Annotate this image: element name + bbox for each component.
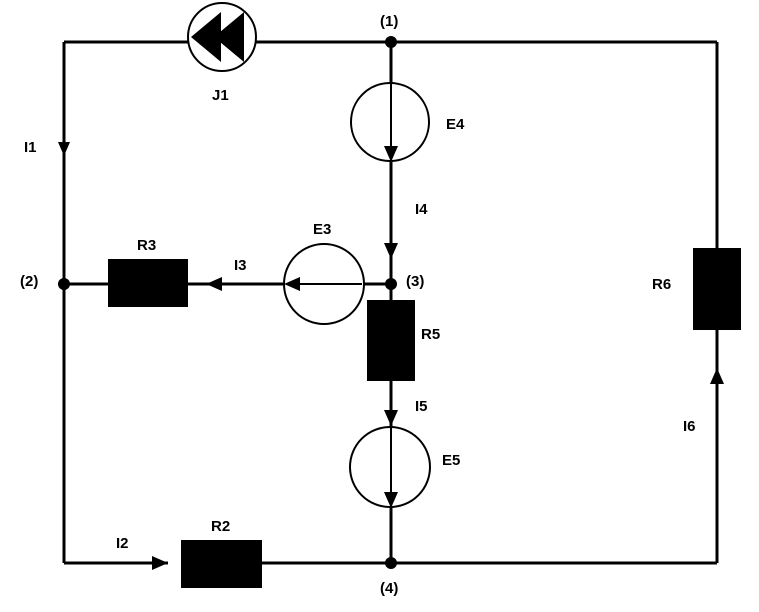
node-1-label: (1) [380,13,398,30]
arrow-i3 [206,277,222,291]
r6-label: R6 [652,276,671,293]
node-3 [385,278,397,290]
i3-label: I3 [234,257,247,274]
j1-arrow-right [214,12,244,62]
r2-label: R2 [211,518,230,535]
i5-label: I5 [415,398,428,415]
i6-label: I6 [683,418,696,435]
arrow-i6 [710,368,724,384]
node-3-label: (3) [406,273,424,290]
e5-label: E5 [442,452,460,469]
resistor-r5 [367,300,415,381]
e4-arrow-head [384,146,398,162]
voltage-source-e5 [349,426,431,508]
node-2-label: (2) [20,273,38,290]
node-2 [58,278,70,290]
voltage-source-e3 [283,243,365,325]
voltage-source-e4 [350,82,430,162]
r5-label: R5 [421,326,440,343]
resistor-r2 [181,540,262,588]
j1-label: J1 [212,87,229,104]
arrow-i5 [384,410,398,426]
e4-label: E4 [446,116,465,133]
node-4-label: (4) [380,580,398,597]
node-4 [385,557,397,569]
e3-label: E3 [313,221,331,238]
arrow-i2 [152,556,168,570]
current-source-j1 [187,2,257,72]
arrow-i1 [58,142,70,156]
resistor-r3 [108,259,188,307]
j1-arrow-left [191,12,221,62]
i4-label: I4 [415,201,428,218]
resistor-r6 [693,248,741,330]
i2-label: I2 [116,535,129,552]
arrow-i4 [384,243,398,259]
node-1 [385,36,397,48]
i1-label: I1 [24,139,37,156]
e3-arrow-head [284,277,300,291]
r3-label: R3 [137,237,156,254]
wires [62,40,719,565]
e5-arrow-head [384,492,398,508]
